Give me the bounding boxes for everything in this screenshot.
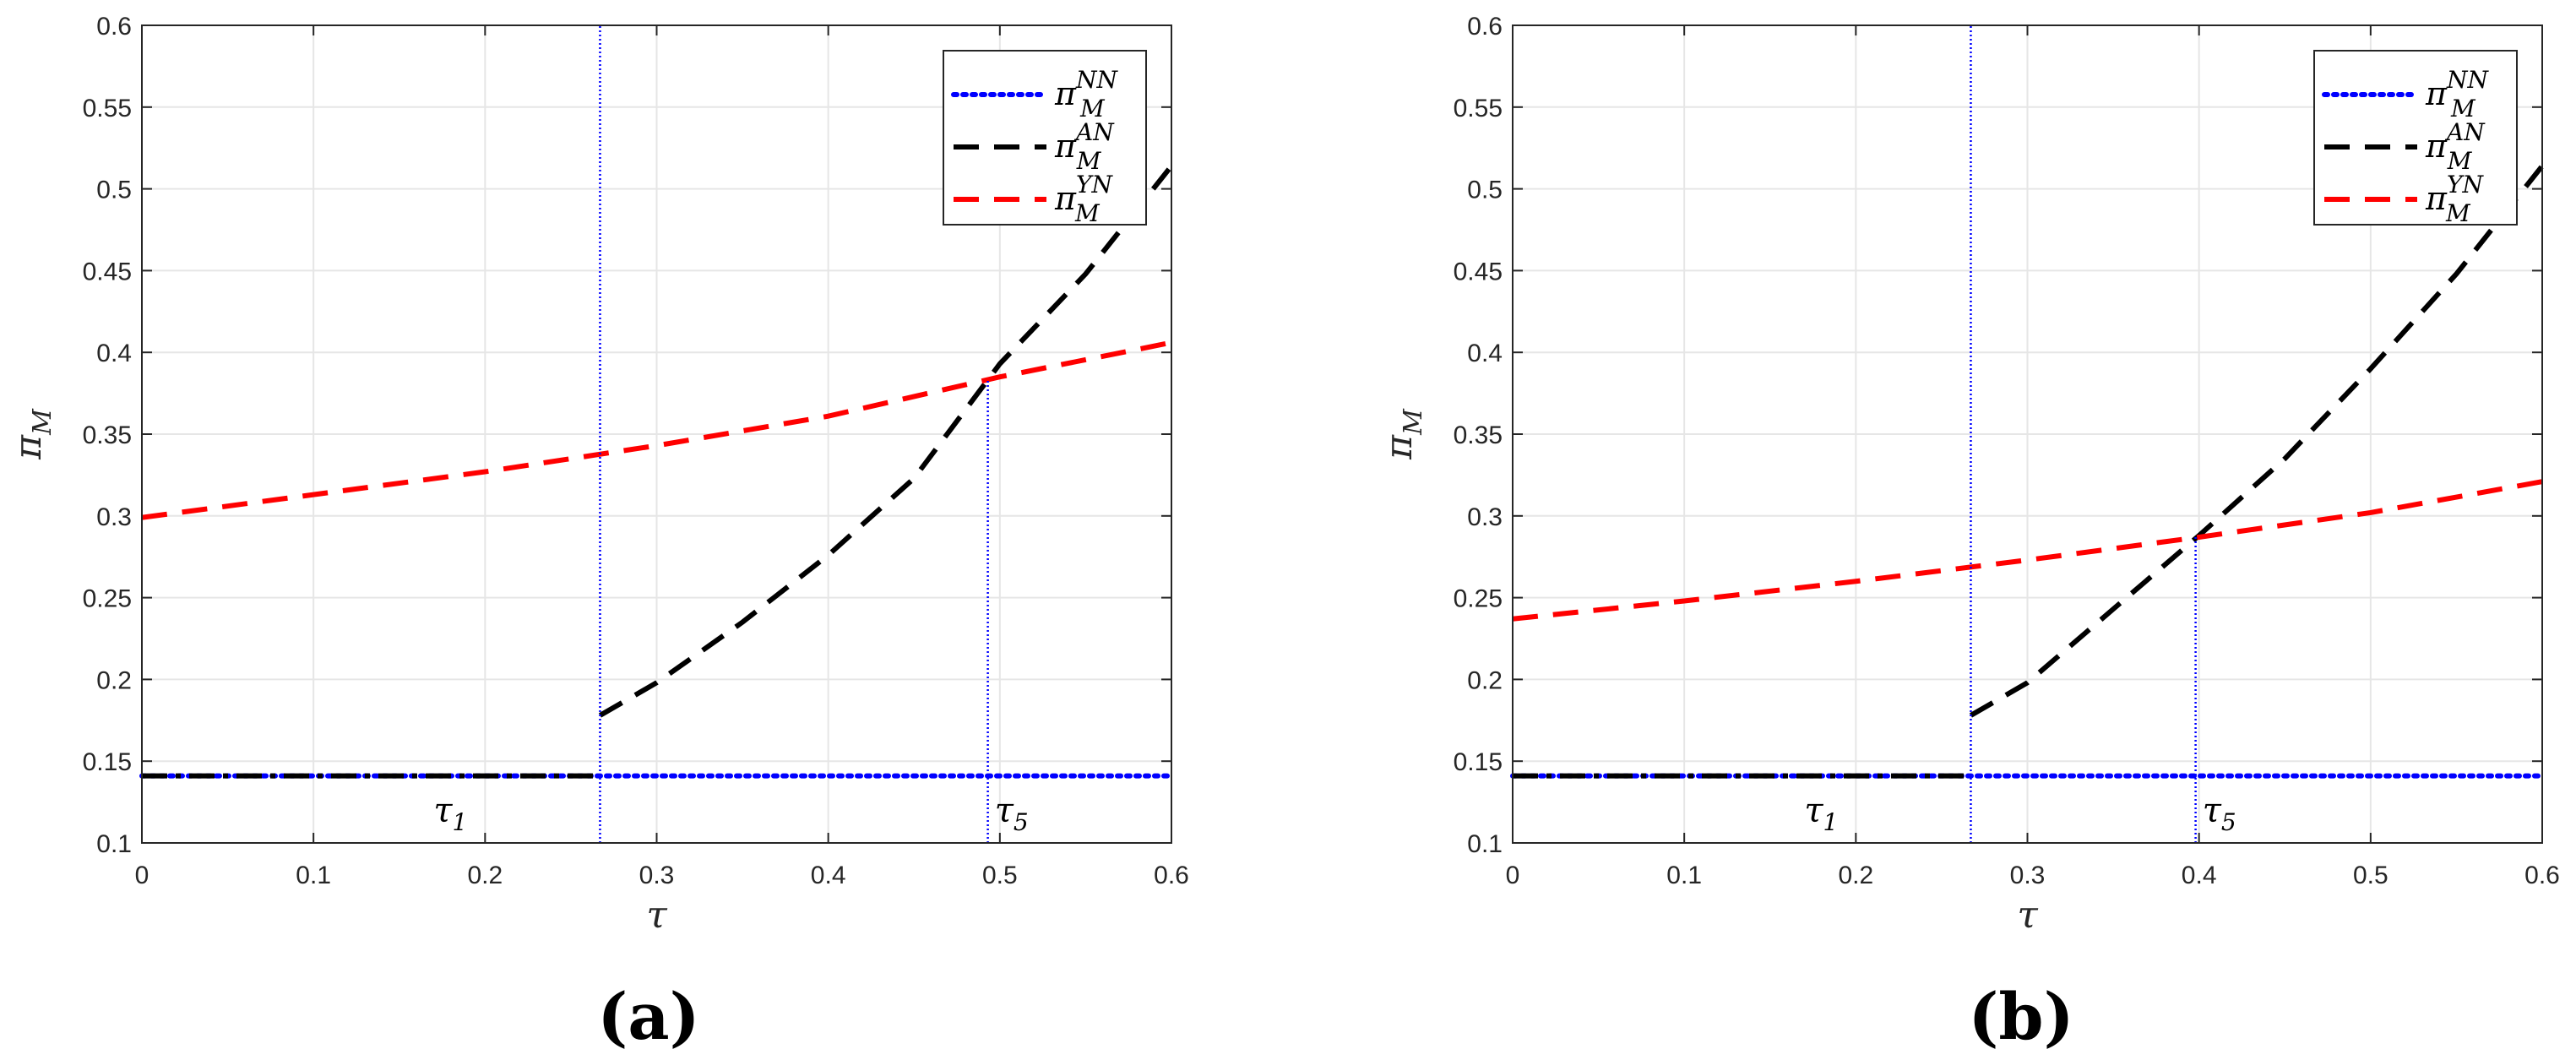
x-tick-label: 0.5 bbox=[2353, 862, 2389, 889]
legend-entry-NN: πNN M bbox=[1054, 66, 1118, 122]
threshold-annotation: τ5 bbox=[995, 791, 1029, 836]
x-tick-label: 0.2 bbox=[1838, 862, 1873, 889]
legend-box bbox=[2313, 50, 2518, 226]
y-tick-label: 0.45 bbox=[1454, 258, 1503, 285]
x-axis-label-text: τ bbox=[646, 894, 667, 937]
annotation-base: τ bbox=[2203, 791, 2222, 830]
x-tick-label: 0 bbox=[1506, 862, 1520, 889]
x-tick-label: 0.1 bbox=[1666, 862, 1702, 889]
threshold-annotation: τ5 bbox=[2203, 791, 2236, 836]
x-tick-label: 0.4 bbox=[811, 862, 846, 889]
legend-entry-YN: πYN M bbox=[2425, 171, 2484, 227]
x-tick-label: 0.1 bbox=[296, 862, 331, 889]
legend-superscript: NN bbox=[2446, 66, 2490, 94]
legend-subscript: M bbox=[1079, 95, 1106, 122]
panel-label: (b) bbox=[1968, 979, 2073, 1054]
x-tick-label: 0.4 bbox=[2182, 862, 2217, 889]
y-tick-label: 0.5 bbox=[96, 177, 132, 204]
legend-entry-AN: πAN M bbox=[2425, 118, 2486, 175]
series-line-YN bbox=[1512, 479, 2543, 622]
series-line-AN bbox=[1969, 164, 2545, 718]
legend-superscript: AN bbox=[1073, 118, 1115, 146]
legend-entry-YN: πYN M bbox=[1054, 171, 1113, 227]
annotation-base: τ bbox=[995, 791, 1014, 830]
x-tick-label: 0.2 bbox=[467, 862, 503, 889]
y-tick-label: 0.4 bbox=[96, 340, 132, 367]
chart-panel-b: 0 0.1 0.2 0.3 0.4 0.5 0.60.10.150.20.250.30.35… bbox=[1378, 13, 2560, 1054]
series-line-AN bbox=[598, 164, 1174, 718]
legend-subscript: M bbox=[1074, 199, 1101, 227]
y-axis-label-subscript: M bbox=[28, 408, 57, 436]
x-tick-label: 0.3 bbox=[639, 862, 675, 889]
x-axis-label-text: τ bbox=[2017, 894, 2038, 937]
legend-box bbox=[943, 50, 1147, 226]
legend-symbol: π bbox=[2425, 128, 2448, 165]
x-axis-label: τ bbox=[2017, 894, 2038, 937]
panel-label: (a) bbox=[597, 979, 699, 1054]
y-tick-label: 0.25 bbox=[83, 585, 132, 613]
y-tick-label: 0.25 bbox=[1454, 585, 1503, 613]
x-tick-label: 0.6 bbox=[2524, 862, 2560, 889]
plot-frame bbox=[1512, 24, 2543, 844]
y-tick-label: 0.1 bbox=[96, 830, 132, 858]
y-tick-label: 0.2 bbox=[1467, 666, 1503, 694]
legend-superscript: YN bbox=[1076, 171, 1113, 198]
annotation-base: τ bbox=[1804, 791, 1823, 830]
legend-superscript: NN bbox=[1075, 66, 1119, 94]
y-tick-label: 0.6 bbox=[96, 13, 132, 41]
y-tick-label: 0.4 bbox=[1467, 340, 1503, 367]
annotation-subscript: 5 bbox=[1014, 808, 1029, 836]
y-axis-label-base: π bbox=[7, 434, 50, 460]
y-axis-label: πM bbox=[7, 408, 57, 460]
annotation-subscript: 1 bbox=[1823, 808, 1839, 836]
x-tick-label: 0 bbox=[135, 862, 149, 889]
legend-entry-NN: πNN M bbox=[2425, 66, 2489, 122]
y-tick-label: 0.15 bbox=[1454, 748, 1503, 776]
legend-symbol: π bbox=[1054, 180, 1077, 217]
annotation-subscript: 1 bbox=[453, 808, 468, 836]
legend-symbol: π bbox=[1054, 75, 1077, 112]
y-tick-label: 0.2 bbox=[96, 666, 132, 694]
x-tick-label: 0.5 bbox=[982, 862, 1018, 889]
series-line-YN bbox=[141, 340, 1172, 520]
y-tick-label: 0.55 bbox=[1454, 95, 1503, 122]
y-axis-label-subscript: M bbox=[1399, 408, 1428, 436]
y-tick-label: 0.3 bbox=[1467, 503, 1503, 531]
y-tick-label: 0.35 bbox=[83, 421, 132, 449]
annotation-subscript: 5 bbox=[2221, 808, 2236, 836]
x-tick-label: 0.6 bbox=[1154, 862, 1189, 889]
legend-subscript: M bbox=[2450, 95, 2476, 122]
legend-symbol: π bbox=[2425, 75, 2448, 112]
y-tick-label: 0.15 bbox=[83, 748, 132, 776]
legend-subscript: M bbox=[2445, 199, 2471, 227]
threshold-annotation: τ1 bbox=[433, 791, 467, 836]
y-tick-label: 0.45 bbox=[83, 258, 132, 285]
y-tick-label: 0.55 bbox=[83, 95, 132, 122]
plot-frame bbox=[141, 24, 1172, 844]
legend-entry-AN: πAN M bbox=[1054, 118, 1115, 175]
y-tick-label: 0.6 bbox=[1467, 13, 1503, 41]
y-tick-label: 0.5 bbox=[1467, 177, 1503, 204]
y-axis-label: πM bbox=[1378, 408, 1428, 460]
x-tick-label: 0.3 bbox=[2010, 862, 2046, 889]
chart-panel-a: 0 0.1 0.2 0.3 0.4 0.5 0.60.10.150.20.250.30.35… bbox=[7, 13, 1189, 1054]
annotation-base: τ bbox=[433, 791, 453, 830]
legend-symbol: π bbox=[1054, 128, 1077, 165]
x-axis-label: τ bbox=[646, 894, 667, 937]
y-tick-label: 0.35 bbox=[1454, 421, 1503, 449]
legend-subscript: M bbox=[2447, 147, 2473, 175]
y-tick-label: 0.1 bbox=[1467, 830, 1503, 858]
y-axis-label-base: π bbox=[1378, 434, 1421, 460]
legend-superscript: YN bbox=[2447, 171, 2484, 198]
y-tick-label: 0.3 bbox=[96, 503, 132, 531]
legend-symbol: π bbox=[2425, 180, 2448, 217]
threshold-annotation: τ1 bbox=[1804, 791, 1838, 836]
legend-subscript: M bbox=[1076, 147, 1102, 175]
legend-superscript: AN bbox=[2444, 118, 2486, 146]
